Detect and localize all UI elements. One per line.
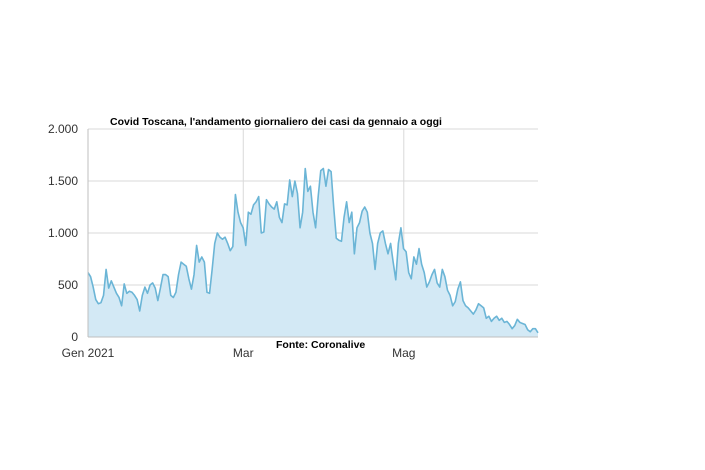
- y-tick-label: 0: [71, 330, 78, 344]
- chart-title: Covid Toscana, l'andamento giornaliero d…: [110, 116, 442, 128]
- x-tick-label: Mar: [233, 346, 254, 360]
- y-tick-label: 500: [58, 278, 78, 292]
- axis-layer: [87, 129, 538, 338]
- y-tick-label: 2.000: [48, 122, 78, 136]
- series-area-fill: [88, 168, 538, 337]
- chart-source: Fonte: Coronalive: [276, 339, 365, 351]
- x-tick-label: Gen 2021: [62, 346, 115, 360]
- label-layer: 0 500 1.000 1.500 2.000 Gen 2021 Mar Mag: [48, 122, 415, 360]
- y-tick-label: 1.500: [48, 174, 78, 188]
- x-tick-label: Mag: [392, 346, 415, 360]
- y-tick-label: 1.000: [48, 226, 78, 240]
- series-line: [87, 167, 539, 334]
